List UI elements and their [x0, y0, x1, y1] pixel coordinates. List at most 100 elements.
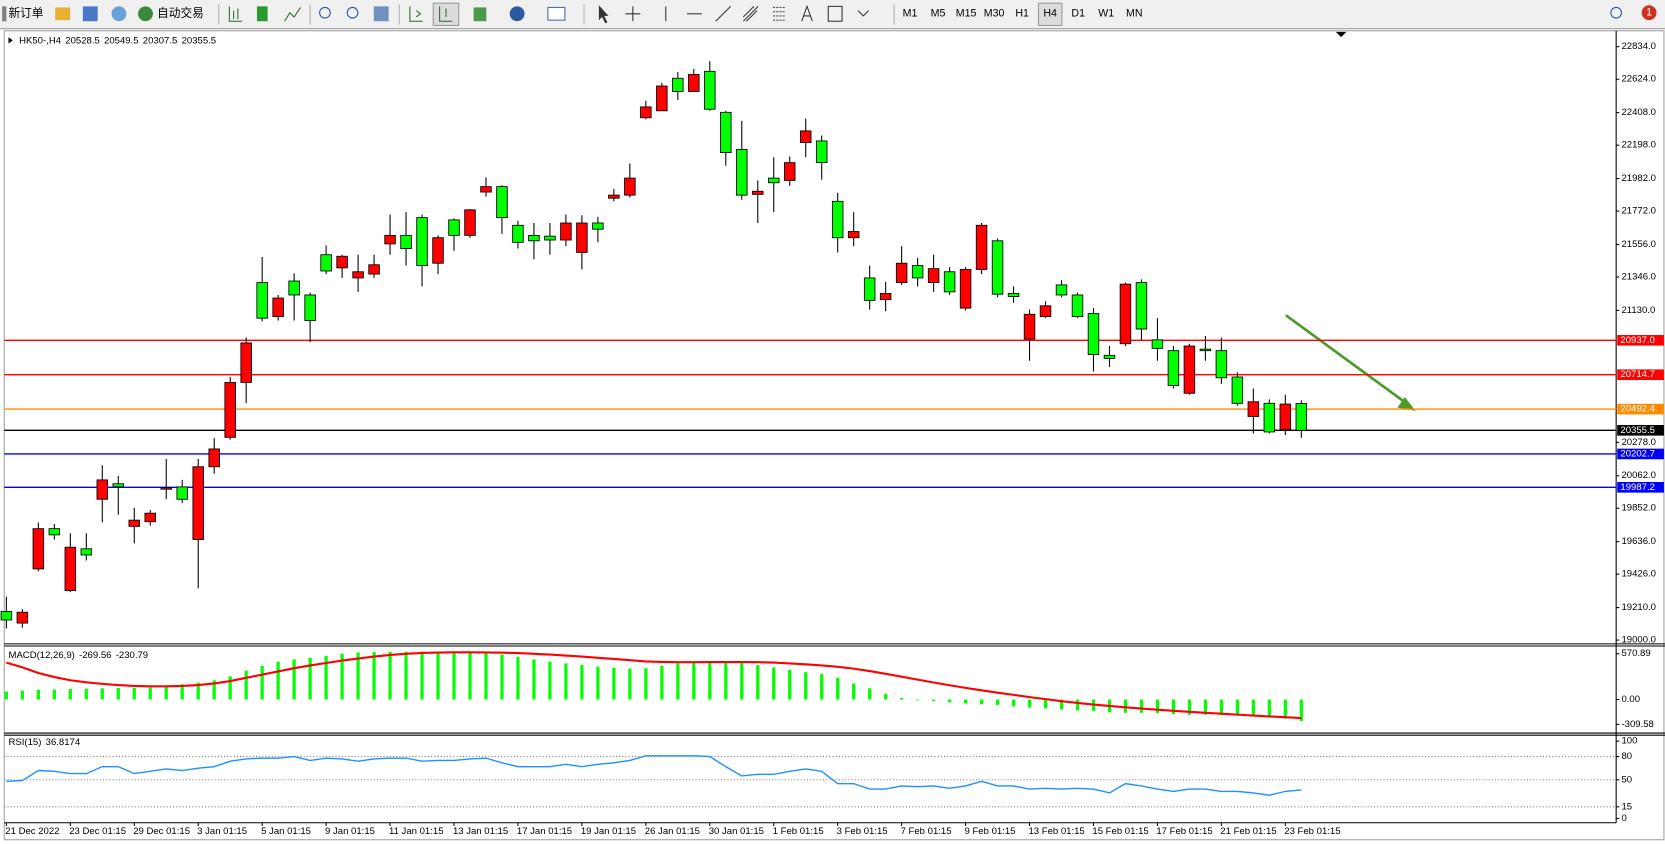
- timeframe-button[interactable]: D1: [1071, 8, 1085, 20]
- templates-icon[interactable]: [547, 6, 566, 21]
- periods-icon[interactable]: [509, 6, 525, 22]
- candle-body: [592, 222, 604, 230]
- candle-body: [959, 268, 972, 309]
- search-button[interactable]: [1610, 6, 1622, 19]
- candle-body: [16, 611, 29, 624]
- candle-body: [480, 186, 492, 193]
- macd-bar: [212, 680, 216, 700]
- macd-bar: [644, 668, 648, 700]
- price-level-tag: [1617, 424, 1664, 436]
- macd-bar: [932, 699, 936, 702]
- candle-body: [352, 271, 364, 279]
- macd-bar: [804, 672, 808, 700]
- candle-body: [879, 292, 892, 301]
- candle-body: [64, 546, 77, 591]
- y-tick-label: 19426.0: [1621, 569, 1656, 580]
- chart-shift-marker[interactable]: [1335, 31, 1347, 38]
- macd-bar: [676, 663, 680, 700]
- x-tick-label: 21 Dec 2022: [5, 826, 59, 837]
- timeframe-button[interactable]: W1: [1098, 8, 1114, 20]
- candle-body: [384, 234, 396, 245]
- arrows-tool[interactable]: [857, 10, 869, 17]
- timeframe-button[interactable]: M15: [956, 8, 977, 20]
- icon[interactable]: [111, 6, 127, 22]
- alerts-badge[interactable]: [1641, 5, 1657, 21]
- symbol-marker: [8, 37, 13, 44]
- scroll-icon[interactable]: [409, 6, 423, 22]
- x-tick-label: 1 Feb 01:15: [773, 826, 824, 837]
- candle-body: [160, 487, 172, 490]
- candle-body: [1023, 313, 1036, 340]
- timeframe-button[interactable]: M1: [903, 8, 918, 20]
- timeframe-button[interactable]: MN: [1126, 8, 1143, 20]
- macd-bar: [116, 687, 120, 700]
- x-tick-label: 11 Jan 01:15: [389, 826, 444, 837]
- timeframe-button[interactable]: M30: [984, 8, 1005, 20]
- candle-body: [400, 234, 412, 249]
- macd-bar: [308, 657, 312, 700]
- close-value: 20355.5: [182, 35, 217, 46]
- macd-bar: [404, 651, 408, 700]
- channel-tool[interactable]: [742, 5, 759, 22]
- annotation-arrow: [1285, 314, 1409, 406]
- cursor-tool[interactable]: [598, 5, 609, 24]
- candle-icon[interactable]: [256, 6, 268, 22]
- candle-body: [432, 237, 444, 264]
- macd-bar: [580, 665, 584, 700]
- macd-bar: [548, 661, 552, 700]
- macd-bar: [564, 663, 568, 700]
- candle-body: [448, 219, 460, 236]
- macd-bar: [100, 688, 104, 700]
- y-tick-label: -309.58: [1621, 719, 1653, 730]
- rsi-value: 36.8174: [46, 737, 81, 748]
- macd-bar: [1203, 699, 1207, 715]
- bar-chart-icon[interactable]: [228, 6, 243, 22]
- label-tool[interactable]: [827, 5, 843, 22]
- zoom-out[interactable]: [346, 6, 359, 19]
- macd-bar: [596, 666, 600, 700]
- tile-icon[interactable]: [373, 6, 389, 22]
- price-level-tag: [1617, 369, 1664, 381]
- candle-body: [1071, 294, 1084, 318]
- text-tool[interactable]: [801, 4, 813, 22]
- new-order-button[interactable]: 新订单: [8, 6, 43, 20]
- indicators-icon[interactable]: [473, 7, 487, 22]
- x-tick-label: 13 Jan 01:15: [453, 826, 508, 837]
- macd-bar: [468, 652, 472, 700]
- candle-body: [304, 294, 316, 321]
- crosshair-tool[interactable]: [625, 6, 641, 22]
- icon[interactable]: [82, 6, 98, 22]
- trendline-tool[interactable]: [715, 5, 731, 22]
- y-tick-label: 570.89: [1621, 648, 1650, 659]
- candle-body: [656, 85, 668, 112]
- timeframe-button[interactable]: H4: [1043, 8, 1057, 20]
- timeframe-button[interactable]: H1: [1015, 8, 1029, 20]
- macd-bar: [372, 652, 376, 700]
- fibo-tool[interactable]: [773, 6, 786, 21]
- macd-bar: [820, 673, 824, 700]
- candle-body: [288, 280, 300, 296]
- candle-body: [1103, 354, 1116, 359]
- x-tick-label: 3 Feb 01:15: [837, 826, 888, 837]
- candle-body: [704, 70, 716, 110]
- icon[interactable]: [55, 7, 71, 21]
- candle-body: [576, 222, 588, 253]
- line-icon[interactable]: [284, 7, 301, 22]
- zoom-in[interactable]: [319, 6, 331, 19]
- auto-trading-button[interactable]: 自动交易: [157, 6, 204, 20]
- macd-bar: [52, 689, 56, 700]
- chart-window: HK50-,H4 20528.5 20549.5 20307.5 20355.5 MAC…: [3, 30, 1665, 841]
- candle-body: [544, 235, 556, 241]
- timeframe-button[interactable]: M5: [931, 8, 946, 20]
- auto-trading-icon[interactable]: [138, 6, 153, 22]
- high-value: 20549.5: [104, 35, 139, 46]
- candle-body: [943, 271, 956, 293]
- macd-bar: [916, 699, 920, 701]
- macd-bar: [20, 690, 24, 700]
- shift-icon[interactable]: [439, 6, 453, 22]
- candle-body: [799, 130, 812, 143]
- macd-bar: [884, 693, 888, 700]
- macd-bar: [756, 665, 760, 700]
- macd-bar: [228, 676, 232, 700]
